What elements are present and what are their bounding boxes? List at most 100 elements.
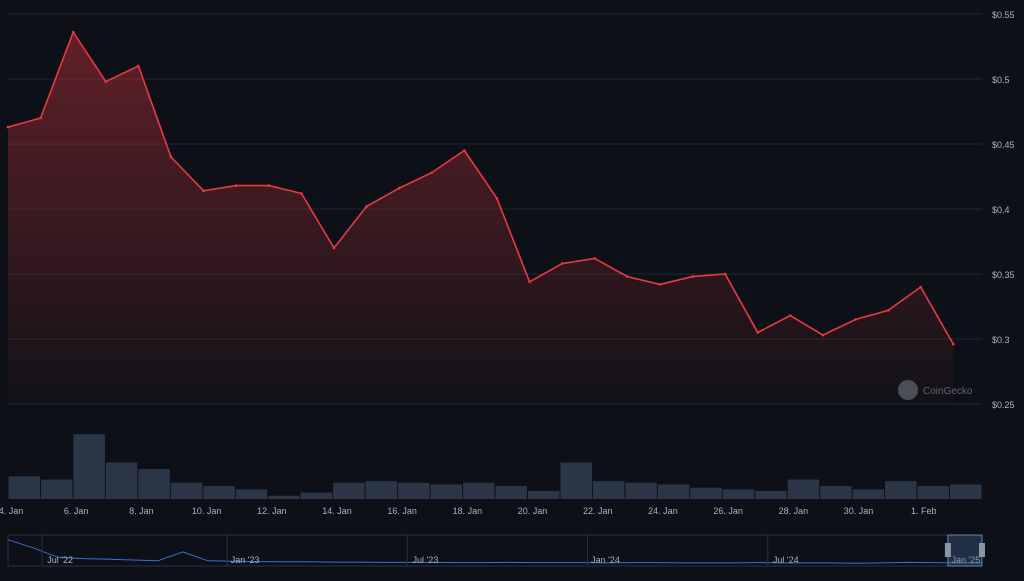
price-point	[169, 155, 173, 159]
price-point	[789, 314, 792, 317]
x-tick-label: 10. Jan	[192, 506, 222, 516]
navigator-labels: Jul '22 Jan '23 Jul '23 Jan '24 Jul '24 Jan '…	[41, 535, 981, 566]
price-point	[202, 189, 205, 193]
volume-bar	[203, 486, 235, 499]
x-tick-label: 16. Jan	[387, 506, 417, 516]
x-tick-label: 6. Jan	[64, 506, 89, 516]
volume-bar	[40, 479, 73, 499]
navigator-frame	[7, 534, 983, 567]
volume-bar	[463, 482, 495, 499]
y-tick-label: $0.45	[992, 140, 1015, 150]
x-tick-label: 14. Jan	[322, 506, 352, 516]
volume-bar	[527, 490, 560, 499]
y-tick-label: $0.25	[992, 400, 1015, 410]
volume-bar	[560, 462, 592, 499]
y-axis-ticks: $0.55 $0.5 $0.45 $0.4 $0.35 $0.3 $0.25	[992, 10, 1015, 410]
volume-bar	[917, 486, 950, 499]
price-point	[430, 171, 434, 174]
x-tick-label: 22. Jan	[583, 506, 613, 516]
volume-bar	[365, 481, 398, 499]
y-tick-label: $0.5	[992, 75, 1010, 85]
x-tick-label: 24. Jan	[648, 506, 678, 516]
volume-bar	[170, 482, 203, 499]
price-point	[39, 116, 42, 120]
volume-bar	[105, 462, 138, 499]
price-point	[560, 262, 564, 265]
volume-bar	[820, 486, 852, 499]
navigator-line	[7, 539, 982, 564]
price-area	[8, 32, 954, 404]
price-point	[332, 246, 336, 250]
volume-bar	[235, 489, 268, 499]
price-point	[886, 309, 890, 312]
volume-bar	[852, 489, 885, 499]
x-tick-label: 28. Jan	[779, 506, 809, 516]
x-tick-label: 20. Jan	[518, 506, 548, 516]
navigator-label: Jan '24	[591, 555, 620, 565]
navigator-label: Jul '23	[412, 555, 438, 565]
price-point	[71, 30, 75, 34]
volume-bar	[300, 492, 333, 499]
volume-bar	[755, 490, 787, 499]
x-tick-label: 12. Jan	[257, 506, 287, 516]
price-line	[7, 30, 954, 345]
navigator-handle-left[interactable]	[944, 543, 951, 557]
price-point	[234, 184, 238, 187]
navigator-handle-right[interactable]	[979, 543, 985, 557]
price-point	[104, 80, 108, 83]
x-tick-label: 26. Jan	[713, 506, 743, 516]
volume-bar	[8, 476, 40, 499]
price-point	[593, 257, 597, 260]
price-point	[528, 280, 531, 284]
volume-bar	[950, 484, 982, 499]
volume-bar	[430, 484, 463, 499]
x-axis-ticks: 4. Jan 6. Jan 8. Jan 10. Jan 12. Jan 14. Jan 1…	[0, 506, 936, 516]
price-point	[691, 275, 694, 278]
navigator-label: Jan '23	[231, 555, 260, 565]
navigator-selection[interactable]	[947, 534, 983, 567]
coingecko-logo-icon	[898, 380, 918, 400]
price-point	[137, 64, 140, 68]
navigator-label: Jan '25	[952, 555, 981, 565]
watermark: CoinGecko	[898, 380, 973, 400]
x-tick-label: 4. Jan	[0, 506, 23, 516]
y-tick-label: $0.3	[992, 335, 1010, 345]
price-point	[821, 333, 825, 337]
volume-bar	[690, 487, 722, 499]
price-point	[495, 197, 499, 200]
price-point	[397, 186, 401, 190]
price-point	[626, 275, 629, 278]
volume-bar	[333, 482, 365, 499]
navigator-label: Jul '24	[773, 555, 799, 565]
volume-bar	[138, 469, 170, 499]
y-tick-label: $0.4	[992, 205, 1010, 215]
price-point	[952, 342, 955, 346]
price-point	[365, 205, 368, 208]
volume-bar	[495, 486, 527, 499]
volume-bar	[657, 484, 690, 499]
price-point	[658, 283, 662, 286]
volume-bars	[8, 434, 982, 499]
volume-bar	[625, 482, 657, 499]
x-tick-label: 8. Jan	[129, 506, 154, 516]
volume-bar	[787, 479, 820, 499]
range-navigator[interactable]: Jul '22 Jan '23 Jul '23 Jan '24 Jul '24 Jan '…	[7, 534, 985, 567]
watermark-text: CoinGecko	[923, 386, 973, 397]
volume-bar	[592, 481, 625, 499]
x-tick-label: 30. Jan	[844, 506, 874, 516]
price-point	[854, 318, 857, 321]
x-tick-label: 18. Jan	[453, 506, 483, 516]
price-point	[919, 285, 923, 289]
volume-bar	[268, 495, 300, 499]
y-tick-label: $0.35	[992, 270, 1015, 280]
price-point	[463, 149, 466, 152]
x-tick-label: 1. Feb	[911, 506, 937, 516]
price-point	[267, 184, 271, 187]
navigator-label: Jul '22	[47, 555, 73, 565]
volume-bar	[398, 482, 430, 499]
volume-bar	[73, 434, 105, 499]
volume-bar	[885, 481, 917, 499]
price-point	[723, 272, 727, 276]
y-tick-label: $0.55	[992, 10, 1015, 20]
